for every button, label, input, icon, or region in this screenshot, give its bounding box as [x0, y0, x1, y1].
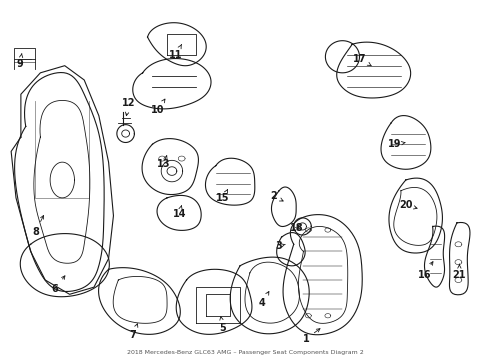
- Text: 8: 8: [32, 216, 44, 237]
- Text: 13: 13: [157, 156, 171, 169]
- Text: 11: 11: [169, 45, 183, 60]
- Text: 1: 1: [302, 329, 320, 344]
- Text: 20: 20: [399, 200, 417, 210]
- Text: 2018 Mercedes-Benz GLC63 AMG – Passenger Seat Components Diagram 2: 2018 Mercedes-Benz GLC63 AMG – Passenger…: [126, 350, 364, 355]
- Text: 21: 21: [453, 264, 466, 280]
- Text: 5: 5: [220, 317, 226, 333]
- Text: 7: 7: [129, 324, 138, 341]
- Text: 18: 18: [290, 223, 304, 233]
- Text: 16: 16: [417, 262, 433, 280]
- Text: 2: 2: [270, 191, 283, 201]
- Text: 3: 3: [276, 241, 285, 251]
- Text: 10: 10: [150, 99, 165, 115]
- Text: 14: 14: [172, 206, 186, 219]
- Text: 15: 15: [216, 190, 230, 203]
- Text: 17: 17: [353, 54, 371, 66]
- Text: 19: 19: [388, 139, 405, 149]
- Text: 6: 6: [51, 276, 65, 294]
- Text: 12: 12: [122, 98, 136, 116]
- Text: 4: 4: [259, 292, 269, 308]
- Text: 9: 9: [17, 53, 24, 69]
